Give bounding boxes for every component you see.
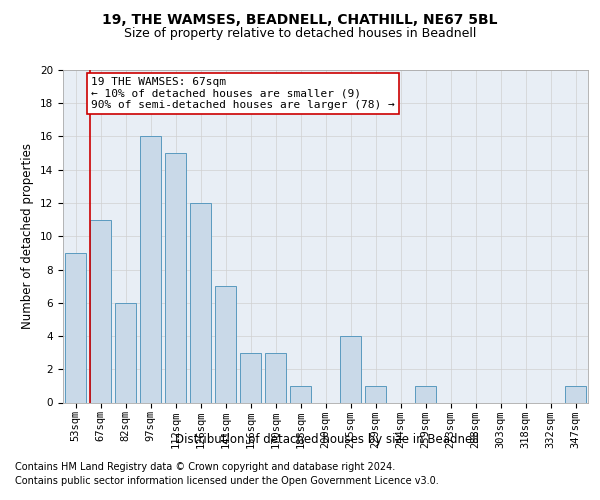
Bar xyxy=(415,386,436,402)
Bar xyxy=(115,302,136,402)
Bar xyxy=(190,203,211,402)
Bar xyxy=(65,253,86,402)
Bar xyxy=(240,352,261,403)
Bar xyxy=(140,136,161,402)
Text: Distribution of detached houses by size in Beadnell: Distribution of detached houses by size … xyxy=(175,432,479,446)
Bar xyxy=(265,352,286,403)
Bar xyxy=(565,386,586,402)
Text: Size of property relative to detached houses in Beadnell: Size of property relative to detached ho… xyxy=(124,28,476,40)
Text: 19 THE WAMSES: 67sqm
← 10% of detached houses are smaller (9)
90% of semi-detach: 19 THE WAMSES: 67sqm ← 10% of detached h… xyxy=(91,76,395,110)
Bar xyxy=(290,386,311,402)
Bar xyxy=(340,336,361,402)
Text: Contains public sector information licensed under the Open Government Licence v3: Contains public sector information licen… xyxy=(15,476,439,486)
Bar xyxy=(90,220,111,402)
Text: Contains HM Land Registry data © Crown copyright and database right 2024.: Contains HM Land Registry data © Crown c… xyxy=(15,462,395,472)
Y-axis label: Number of detached properties: Number of detached properties xyxy=(22,143,34,329)
Bar xyxy=(165,153,186,402)
Bar xyxy=(365,386,386,402)
Bar xyxy=(215,286,236,403)
Text: 19, THE WAMSES, BEADNELL, CHATHILL, NE67 5BL: 19, THE WAMSES, BEADNELL, CHATHILL, NE67… xyxy=(102,12,498,26)
